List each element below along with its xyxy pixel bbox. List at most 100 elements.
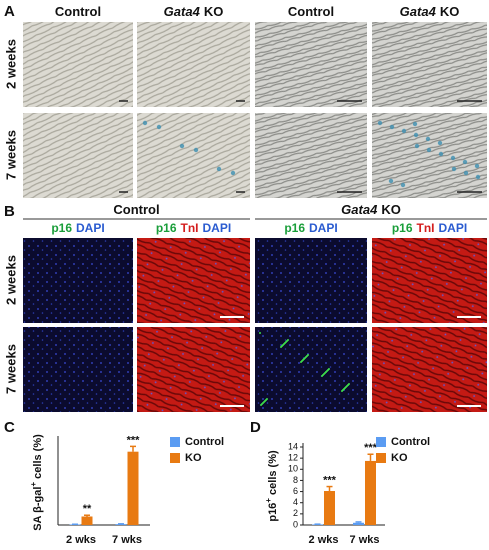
micrograph [137,113,250,198]
x-tick-label: 7 wks [112,534,142,546]
micrograph [137,22,250,107]
y-tick-label: 8 [293,475,298,485]
legend-swatch [376,437,386,447]
stain-header-part: DAPI [439,221,468,235]
stain-header-part: p16 [156,221,177,235]
y-tick-label: 2 [293,508,298,518]
micrograph [137,238,250,323]
stain-spot [437,140,443,146]
stain-spot [425,136,431,142]
stain-spot [230,170,236,176]
micrograph [255,22,367,107]
stain-header-part: DAPI [203,221,232,235]
group-header-part: KO [381,202,401,217]
bar [127,451,139,525]
legend-label: Control [185,436,224,448]
stain-spot [216,166,222,172]
stain-spot [377,120,383,126]
stain-spot [307,354,309,356]
y-axis-label-part: + [29,482,38,487]
stain-spot [475,174,481,180]
y-tick-label: 12 [288,453,298,463]
legend-swatch [170,453,180,463]
significance: ** [83,503,92,515]
micrograph [372,113,487,198]
x-tick-label: 7 wks [350,534,380,546]
panel-label: D [250,419,261,436]
stain-header: p16 TnI DAPI [392,221,467,235]
stain-spot [401,128,407,134]
stain-spot [413,132,419,138]
column-header-part: Gata4 [164,4,201,19]
stain-spot [287,339,289,341]
x-tick-label: 2 wks [66,534,96,546]
x-tick-label: 2 wks [309,534,339,546]
stain-spot [193,147,199,153]
row-label: 7 weeks [3,344,18,394]
micrograph [137,327,250,412]
panel-label: B [4,203,15,220]
micrograph [372,327,487,412]
row-label: 7 weeks [3,130,18,180]
stain-spot [438,151,444,157]
stain-spot [412,121,418,127]
column-header: Gata4 KO [164,4,224,19]
legend-label: Control [391,436,430,448]
y-tick-label: 14 [288,441,298,451]
y-axis-label-part: + [264,498,273,503]
stain-spot [400,182,406,188]
y-axis-label-part: cells (%) [267,450,279,498]
group-header: Gata4 KO [341,202,401,217]
column-header-part: Control [288,4,334,19]
y-tick-label: 0 [293,519,298,529]
column-header-part: Control [55,4,101,19]
stain-spot [388,178,394,184]
group-header-part: Control [113,202,159,217]
y-axis-label-part: p16 [267,503,279,522]
group-header-part: Gata4 [341,202,378,217]
legend-swatch [376,453,386,463]
micrograph [255,238,367,323]
y-axis-label: p16+ cells (%) [264,450,279,522]
stain-spot [426,147,432,153]
row-label: 2 weeks [3,255,18,305]
y-tick-label: 6 [293,486,298,496]
micrograph [372,238,487,323]
stain-header-part: TnI [417,221,435,235]
micrograph [23,238,133,323]
significance: *** [364,442,378,454]
stain-spot [462,159,468,165]
stain-spot [266,398,268,400]
stain-spot [179,143,185,149]
stain-spot [259,332,261,334]
bar [81,516,93,525]
stain-spot [328,368,330,370]
column-header-part: KO [440,4,460,19]
legend-label: KO [185,452,202,464]
stain-spot [450,155,456,161]
y-tick-label: 10 [288,464,298,474]
stain-spot [348,383,350,385]
column-header-part: KO [204,4,224,19]
stain-header: p16 TnI DAPI [156,221,231,235]
stain-header-part: p16 [392,221,413,235]
stain-header-part: DAPI [309,221,338,235]
stain-header-part: p16 [51,221,72,235]
micrograph [255,113,367,198]
stain-spot [451,166,457,172]
stain-spot [142,120,148,126]
row-label: 2 weeks [3,39,18,89]
bar [353,522,364,525]
stain-header: p16 DAPI [51,221,104,235]
micrograph [23,113,133,198]
column-header: Control [55,4,101,19]
column-header-part: Gata4 [400,4,437,19]
stain-header-part: p16 [284,221,305,235]
legend-label: KO [391,452,408,464]
stain-spot [474,163,480,169]
y-axis-label-part: SA β-gal [32,487,44,531]
stain-header-part: DAPI [76,221,105,235]
stain-spot [156,124,162,130]
